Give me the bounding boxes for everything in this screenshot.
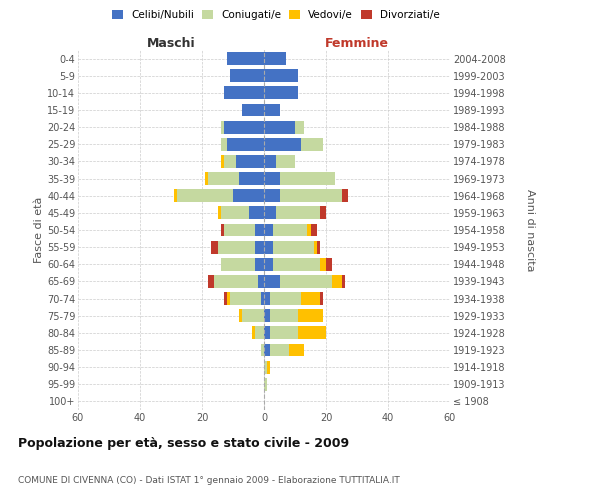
Bar bbox=[208, 275, 214, 288]
Bar bbox=[264, 275, 280, 288]
Bar bbox=[270, 326, 298, 340]
Bar bbox=[248, 206, 264, 220]
Bar bbox=[264, 310, 270, 322]
Bar bbox=[221, 224, 224, 236]
Bar bbox=[218, 240, 254, 254]
Bar bbox=[341, 275, 344, 288]
Text: Maschi: Maschi bbox=[146, 37, 196, 50]
Bar bbox=[251, 326, 254, 340]
Bar bbox=[254, 240, 264, 254]
Bar bbox=[224, 86, 264, 100]
Bar bbox=[177, 190, 233, 202]
Bar bbox=[264, 155, 277, 168]
Bar bbox=[280, 172, 335, 185]
Bar bbox=[218, 206, 221, 220]
Bar bbox=[224, 120, 264, 134]
Bar bbox=[314, 240, 317, 254]
Bar bbox=[264, 378, 267, 390]
Bar bbox=[270, 310, 298, 322]
Bar bbox=[242, 310, 264, 322]
Bar bbox=[264, 52, 286, 65]
Bar bbox=[280, 190, 341, 202]
Bar bbox=[264, 224, 274, 236]
Bar bbox=[174, 190, 177, 202]
Bar bbox=[205, 172, 208, 185]
Bar bbox=[264, 138, 301, 150]
Bar bbox=[258, 275, 264, 288]
Bar bbox=[295, 120, 304, 134]
Bar bbox=[239, 172, 264, 185]
Bar bbox=[236, 155, 264, 168]
Y-axis label: Anni di nascita: Anni di nascita bbox=[525, 188, 535, 271]
Bar bbox=[264, 104, 280, 117]
Bar bbox=[224, 155, 236, 168]
Text: COMUNE DI CIVENNA (CO) - Dati ISTAT 1° gennaio 2009 - Elaborazione TUTTITALIA.IT: COMUNE DI CIVENNA (CO) - Dati ISTAT 1° g… bbox=[18, 476, 400, 485]
Bar bbox=[227, 292, 230, 305]
Bar bbox=[264, 326, 270, 340]
Bar bbox=[317, 240, 320, 254]
Bar bbox=[227, 52, 264, 65]
Bar bbox=[326, 258, 332, 270]
Bar bbox=[227, 138, 264, 150]
Bar bbox=[320, 292, 323, 305]
Bar bbox=[221, 138, 227, 150]
Bar bbox=[230, 292, 261, 305]
Bar bbox=[233, 190, 264, 202]
Bar bbox=[264, 344, 270, 356]
Bar bbox=[221, 206, 248, 220]
Bar bbox=[264, 292, 270, 305]
Bar bbox=[289, 344, 304, 356]
Bar bbox=[254, 224, 264, 236]
Bar bbox=[280, 275, 332, 288]
Bar bbox=[277, 155, 295, 168]
Bar bbox=[274, 240, 314, 254]
Bar bbox=[208, 172, 239, 185]
Bar bbox=[239, 310, 242, 322]
Text: Femmine: Femmine bbox=[325, 37, 389, 50]
Bar bbox=[320, 258, 326, 270]
Bar bbox=[264, 258, 274, 270]
Bar bbox=[311, 224, 317, 236]
Bar bbox=[267, 360, 270, 374]
Bar bbox=[274, 258, 320, 270]
Bar bbox=[230, 70, 264, 82]
Bar bbox=[264, 120, 295, 134]
Bar bbox=[270, 344, 289, 356]
Bar bbox=[274, 224, 307, 236]
Bar bbox=[214, 275, 258, 288]
Bar bbox=[254, 258, 264, 270]
Bar bbox=[242, 104, 264, 117]
Bar bbox=[221, 258, 254, 270]
Bar bbox=[298, 326, 326, 340]
Bar bbox=[301, 138, 323, 150]
Bar bbox=[254, 326, 264, 340]
Bar bbox=[320, 206, 326, 220]
Bar bbox=[264, 190, 280, 202]
Bar bbox=[341, 190, 348, 202]
Bar bbox=[264, 86, 298, 100]
Bar bbox=[224, 292, 227, 305]
Bar bbox=[221, 155, 224, 168]
Bar bbox=[221, 120, 224, 134]
Bar bbox=[224, 224, 254, 236]
Bar bbox=[264, 240, 274, 254]
Bar bbox=[264, 172, 280, 185]
Bar bbox=[261, 292, 264, 305]
Bar bbox=[264, 70, 298, 82]
Bar bbox=[307, 224, 311, 236]
Bar bbox=[301, 292, 320, 305]
Text: Popolazione per età, sesso e stato civile - 2009: Popolazione per età, sesso e stato civil… bbox=[18, 437, 349, 450]
Bar bbox=[261, 344, 264, 356]
Y-axis label: Fasce di età: Fasce di età bbox=[34, 197, 44, 263]
Bar bbox=[332, 275, 341, 288]
Bar bbox=[264, 360, 267, 374]
Bar bbox=[264, 206, 277, 220]
Bar bbox=[298, 310, 323, 322]
Legend: Celibi/Nubili, Coniugati/e, Vedovi/e, Divorziati/e: Celibi/Nubili, Coniugati/e, Vedovi/e, Di… bbox=[110, 8, 442, 22]
Bar bbox=[270, 292, 301, 305]
Bar bbox=[277, 206, 320, 220]
Bar bbox=[211, 240, 218, 254]
